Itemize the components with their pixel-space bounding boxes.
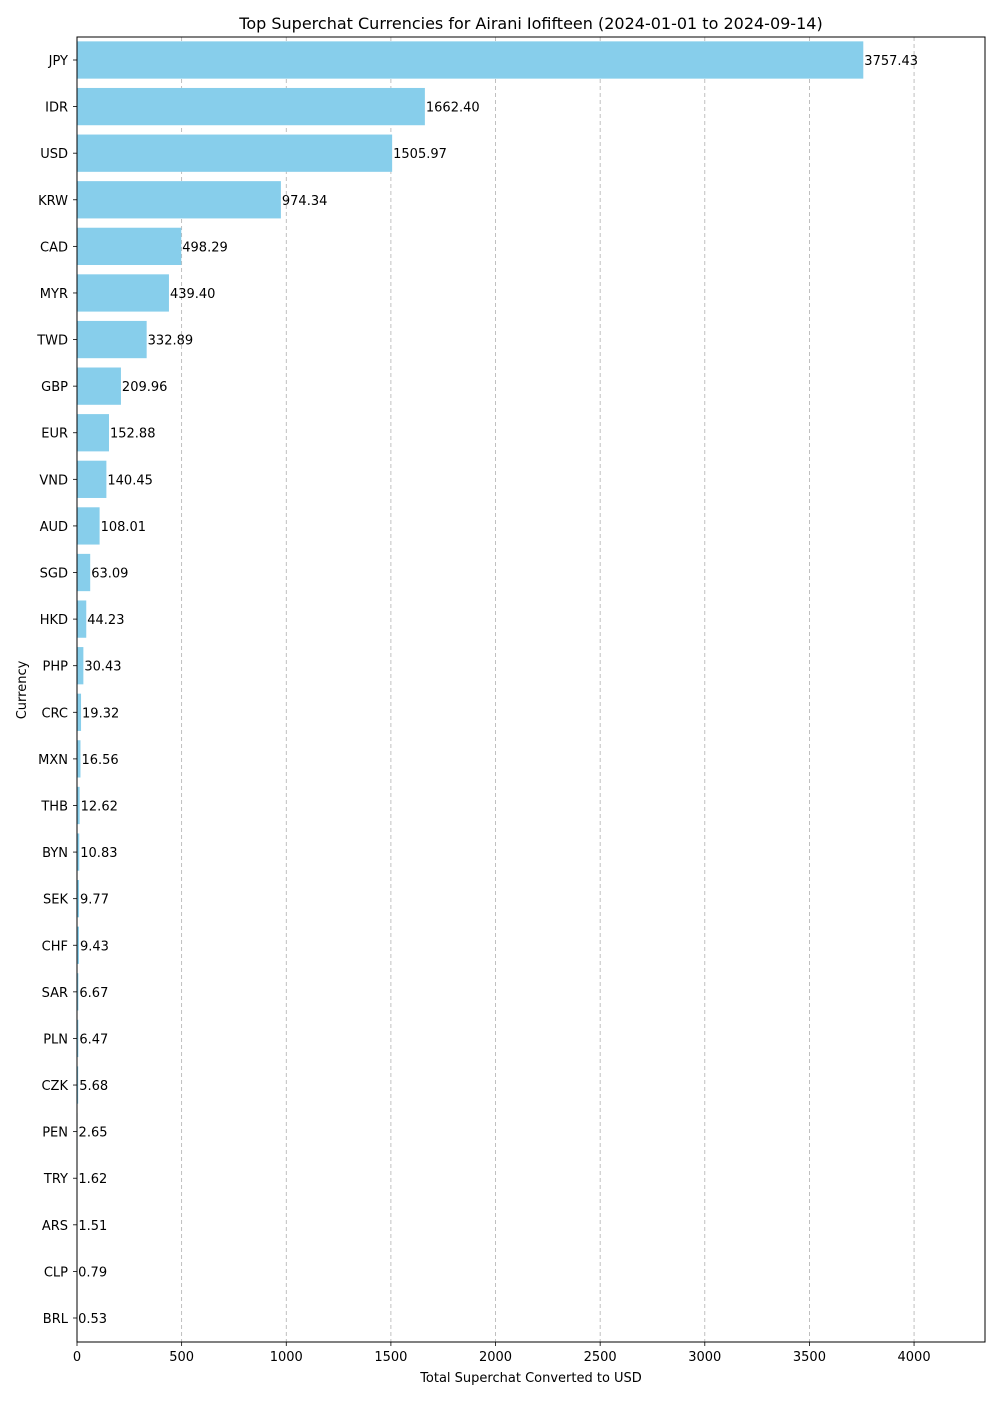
x-tick-label: 1500 [374,1350,407,1365]
y-tick-label: AUD [40,520,68,535]
y-tick-label: KRW [38,194,68,209]
data-label: 44.23 [87,613,124,628]
y-tick-label: GBP [41,380,68,395]
data-label: 439.40 [170,287,216,302]
y-tick-label: CLP [44,1265,68,1280]
x-tick-label: 3000 [688,1350,721,1365]
bars [77,41,863,1336]
y-tick-label: PEN [42,1126,68,1141]
y-tick-label: CHF [42,939,68,954]
x-axis-label: Total Superchat Converted to USD [419,1371,642,1386]
data-label: 0.53 [78,1312,107,1327]
bar-krw [77,181,281,218]
y-tick-label: BYN [42,846,68,861]
bar-vnd [77,461,106,498]
data-label: 63.09 [91,567,128,582]
bar-eur [77,414,109,451]
chart-title: Top Superchat Currencies for Airani Iofi… [238,14,822,33]
data-label: 19.32 [82,706,119,721]
data-label: 16.56 [81,753,118,768]
data-label: 0.79 [78,1265,107,1280]
bar-gbp [77,368,121,405]
bar-hkd [77,600,86,637]
x-tick-label: 500 [169,1350,194,1365]
data-label: 108.01 [101,520,147,535]
data-label: 6.47 [79,1032,108,1047]
data-label: 30.43 [84,660,121,675]
bar-idr [77,88,425,125]
bar-cad [77,228,181,265]
bar-crc [77,694,81,731]
y-tick-label: EUR [41,427,68,442]
bar-mxn [77,740,80,777]
data-labels: 3757.43 1662.40 1505.97 974.34 498.29 439.40 3… [78,54,918,1327]
y-tick-label: MXN [38,753,68,768]
bar-twd [77,321,147,358]
bar-myr [77,274,169,311]
y-tick-label: ARS [42,1219,68,1234]
y-tick-label: PHP [43,660,69,675]
y-tick-label: TWD [36,334,68,349]
bar-sgd [77,554,90,591]
y-tick-label: PLN [43,1032,68,1047]
data-label: 140.45 [107,473,152,488]
y-tick-label: SEK [43,893,68,908]
y-tick-label: BRL [43,1312,69,1327]
y-tick-label: TRY [43,1172,68,1187]
data-label: 6.67 [79,986,108,1001]
data-label: 9.77 [80,893,109,908]
y-tick-label: THB [40,799,68,814]
x-tick-label: 2500 [584,1350,617,1365]
data-label: 1505.97 [393,147,447,162]
bar-usd [77,135,392,172]
y-tick-label: HKD [40,613,68,628]
x-tick-label: 2000 [479,1350,512,1365]
y-tick-label: JPY [48,54,68,69]
data-label: 12.62 [81,799,118,814]
y-axis-label: Currency [15,660,30,719]
data-label: 152.88 [110,427,156,442]
data-label: 1.62 [78,1172,107,1187]
y-tick-label: SAR [42,986,68,1001]
y-tick-label: CRC [41,706,68,721]
data-label: 10.83 [80,846,117,861]
data-label: 332.89 [148,334,194,349]
x-tick-label: 3500 [793,1350,826,1365]
data-label: 5.68 [79,1079,108,1094]
y-tick-label: CAD [40,240,68,255]
y-tick-label: VND [39,473,68,488]
y-tick-label: SGD [40,567,68,582]
data-label: 1.51 [78,1219,107,1234]
data-label: 3757.43 [864,54,918,69]
grid-lines [77,37,914,1342]
data-label: 1662.40 [426,101,480,116]
x-tick-label: 4000 [898,1350,931,1365]
y-tick-label: CZK [41,1079,68,1094]
data-label: 498.29 [182,240,228,255]
bar-php [77,647,83,684]
x-tick-label: 1000 [270,1350,303,1365]
y-tick-label: IDR [45,101,68,116]
data-label: 209.96 [122,380,168,395]
y-tick-label: USD [40,147,68,162]
data-label: 9.43 [80,939,109,954]
bar-aud [77,507,100,544]
bar-jpy [77,41,863,78]
data-label: 974.34 [282,194,328,209]
data-label: 2.65 [79,1126,108,1141]
plot-frame [77,37,985,1342]
y-tick-label: MYR [40,287,68,302]
x-tick-label: 0 [73,1350,81,1365]
